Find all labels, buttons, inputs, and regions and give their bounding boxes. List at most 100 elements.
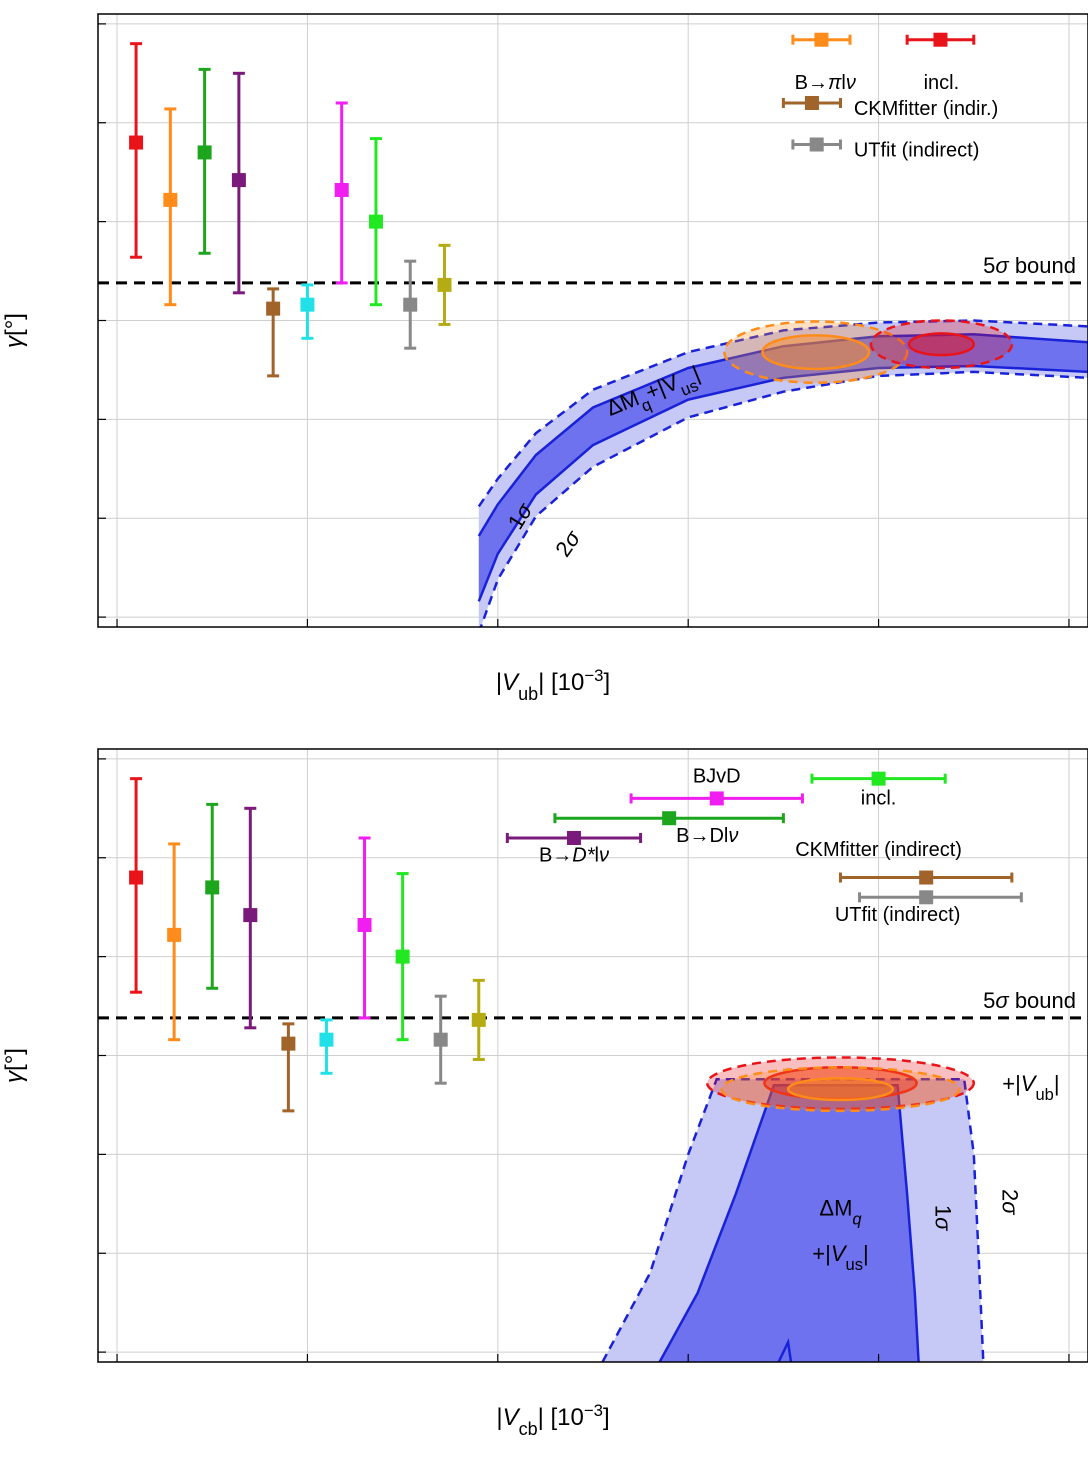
- label-2sigma-part: 2: [997, 1189, 1022, 1201]
- vcb-label: B→D*lν: [539, 845, 609, 867]
- data-marker: [163, 192, 178, 207]
- gamma-point: [319, 1018, 334, 1075]
- label-band-1: ΔMq: [819, 1196, 862, 1229]
- vcb-label: UTfit (indirect): [835, 904, 961, 926]
- label-1sigma: 1σ: [931, 1205, 956, 1231]
- band-1sigma: [659, 1085, 919, 1362]
- label-vub-part: ub: [1035, 1086, 1053, 1104]
- bound-label-part: σ: [995, 253, 1009, 278]
- data-marker: [471, 1012, 486, 1027]
- band-1sigma-edge-high: [477, 333, 1088, 537]
- data-marker: [357, 917, 372, 932]
- bound-label: 5σ bound: [983, 253, 1076, 278]
- x-axis-title-part: −3: [584, 666, 603, 685]
- label-vub: +|Vub|: [1002, 1071, 1059, 1104]
- bound-label-part: 5: [983, 988, 995, 1013]
- data-marker: [319, 1032, 334, 1047]
- y-axis-title-part: γ: [1, 1069, 28, 1083]
- band-2sigma-edge: [601, 1077, 985, 1362]
- bound-label-part: bound: [1009, 988, 1076, 1013]
- y-axis-title-part: [°]: [1, 1048, 28, 1071]
- vcb-label-part: ν: [728, 825, 738, 847]
- legend-item: B→πlν: [791, 32, 856, 94]
- vcb-point: B→D*lν: [505, 830, 643, 867]
- legend-label: UTfit (indirect): [854, 139, 980, 161]
- data-marker: [243, 908, 258, 923]
- legend-label-part: π: [828, 72, 842, 94]
- legend-label-part: l: [841, 72, 845, 94]
- label-band-2-part: +|: [812, 1241, 831, 1266]
- gamma-point: [205, 802, 220, 990]
- label-band-part: us: [678, 377, 701, 400]
- x-axis-title-part: | [10: [538, 669, 584, 696]
- data-marker: [368, 214, 383, 229]
- label-1sigma-part: σ: [931, 1217, 956, 1231]
- vcb-point: UTfit (indirect): [835, 890, 1023, 926]
- gamma-point: [433, 994, 448, 1085]
- gamma-point: [167, 842, 182, 1042]
- data-marker: [395, 949, 410, 964]
- legend-label-part: incl.: [924, 72, 960, 94]
- x-axis-title-part: |: [496, 669, 502, 696]
- gamma-point: [403, 259, 418, 350]
- legend-marker: [933, 32, 948, 47]
- x-axis-title-part: |: [496, 1404, 502, 1431]
- vcb-label-part: BJvD: [693, 766, 741, 788]
- band-2sigma-edge-low: [479, 370, 1088, 627]
- ellipse-2sigma-incl.: [869, 319, 1014, 370]
- band-1sigma: [478, 334, 1088, 602]
- gamma-point: [368, 137, 383, 307]
- data-marker: [231, 173, 246, 188]
- vcb-point: BJvD: [629, 766, 804, 806]
- gamma-point: [281, 1022, 296, 1113]
- data-marker: [403, 297, 418, 312]
- chart-panel-bottom: 5σ bound|Vcb| [10−3]γ[°]B→D*lνB→DlνBJvDi…: [1, 748, 1088, 1439]
- y-axis-title: γ[°]: [1, 313, 28, 348]
- gamma-point: [243, 806, 258, 1030]
- label-band-1-part: ΔM: [819, 1196, 852, 1221]
- label-vub-part: V: [1021, 1071, 1038, 1096]
- ellipse-1sigma-incl.: [907, 332, 976, 357]
- data-marker: [334, 182, 349, 197]
- gamma-point: [266, 287, 281, 378]
- label-band-2-part: us: [846, 1256, 863, 1274]
- ellipse-1sigma-Vub-orange: [786, 1076, 895, 1102]
- gamma-point: [300, 283, 315, 340]
- data-marker: [919, 890, 934, 905]
- bound-label-part: σ: [995, 988, 1009, 1013]
- ellipse-2sigma-excl.: [723, 320, 909, 385]
- gamma-point: [357, 836, 372, 1020]
- legend-marker: [809, 137, 824, 152]
- data-marker: [433, 1032, 448, 1047]
- label-2sigma-part: σ: [997, 1201, 1022, 1215]
- gamma-point: [437, 243, 452, 326]
- x-axis-title-part: ]: [604, 669, 611, 696]
- label-band-2-part: |: [863, 1241, 869, 1266]
- band-2sigma-edge-high: [477, 319, 1088, 508]
- data-marker: [205, 880, 220, 895]
- band-notch: [777, 1337, 793, 1362]
- bound-label: 5σ bound: [983, 988, 1076, 1013]
- vcb-label-part: UTfit (indirect): [835, 904, 961, 926]
- legend-item: CKMfitter (indir.): [781, 95, 998, 120]
- vcb-label-part: incl.: [861, 787, 897, 809]
- y-axis-title-part: γ: [1, 334, 28, 348]
- y-axis-title-part: [°]: [1, 313, 28, 336]
- ellipse-2sigma-Vub-orange: [720, 1066, 961, 1113]
- data-marker: [871, 771, 886, 786]
- data-marker: [437, 277, 452, 292]
- label-band-1-part: q: [852, 1211, 862, 1229]
- label-vub-part: |: [1054, 1071, 1060, 1096]
- gamma-point: [163, 107, 178, 307]
- gamma-point: [129, 42, 144, 259]
- gamma-point: [197, 67, 212, 255]
- legend-label: B→πlν: [795, 72, 856, 94]
- x-axis-title-part: cb: [519, 1419, 538, 1439]
- label-1sigma-part: 1: [931, 1205, 956, 1217]
- label-band-2-part: V: [831, 1241, 848, 1266]
- vcb-label-part: D*: [572, 845, 595, 867]
- gamma-point: [334, 101, 349, 285]
- legend-marker: [814, 32, 829, 47]
- data-marker: [129, 135, 144, 150]
